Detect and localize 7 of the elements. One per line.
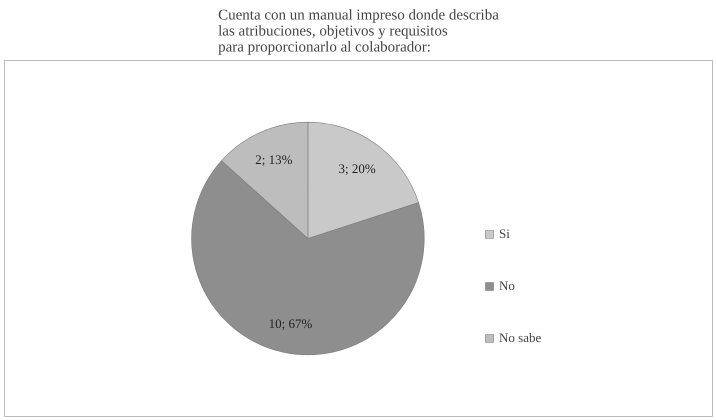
data-label: 10; 67%	[268, 316, 313, 331]
data-label: 3; 20%	[338, 160, 376, 176]
data-label: 2; 13%	[255, 152, 293, 167]
legend-label: No	[499, 278, 516, 294]
chart-title: Cuenta con un manual impreso donde describa las atribuciones, objetivos y requisitos para proporcionarlo al colaborador:	[218, 8, 500, 56]
legend-label: No sabe	[499, 330, 542, 346]
legend-label: Si	[499, 226, 511, 242]
